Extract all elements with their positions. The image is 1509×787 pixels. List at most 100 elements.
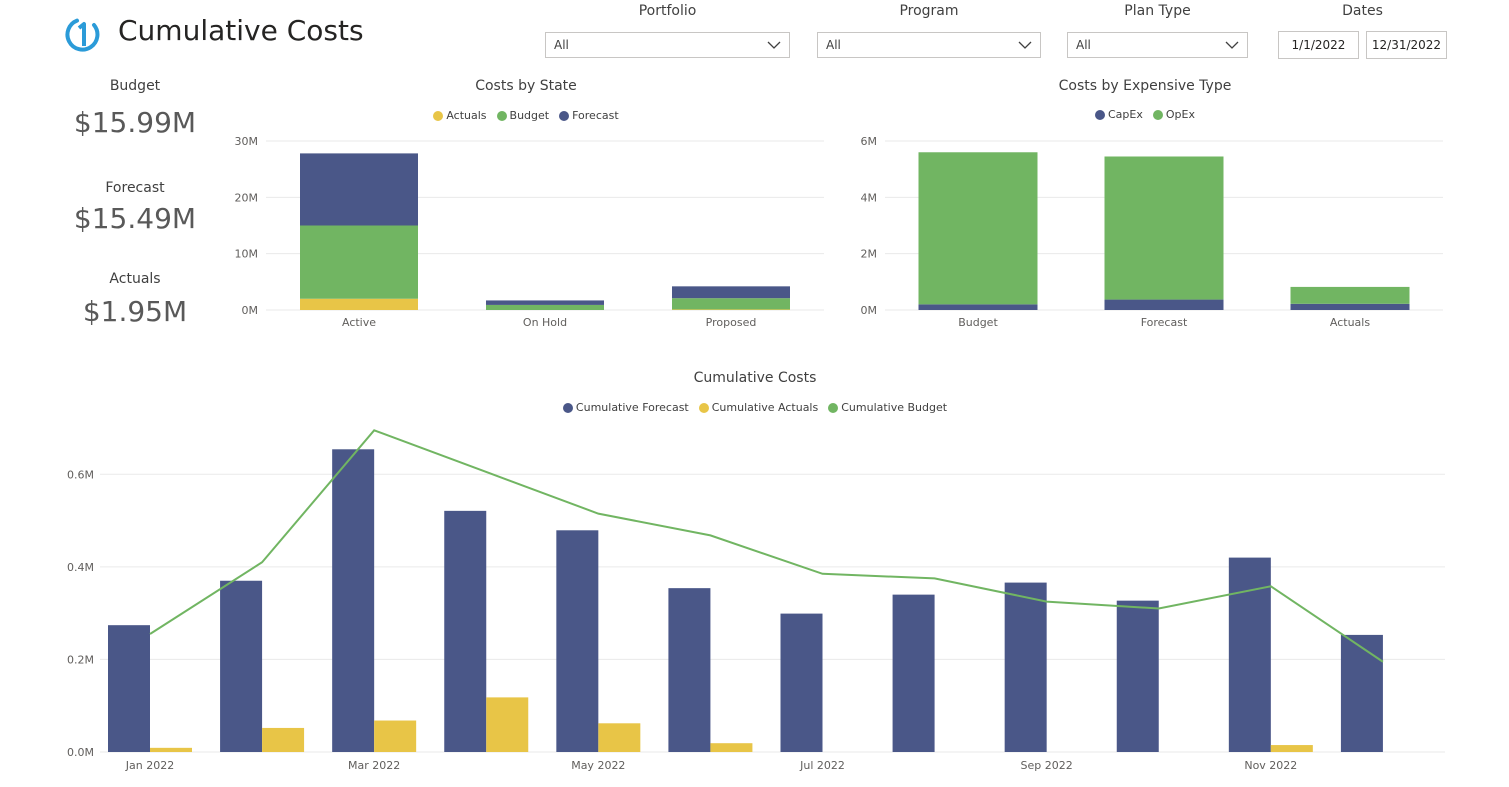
chevron-down-icon (1225, 41, 1239, 49)
plan-type-slicer-label: Plan Type (1124, 3, 1191, 19)
bar-cumulative-forecast[interactable] (444, 510, 487, 752)
legend-item-opex[interactable]: OpEx (1152, 108, 1195, 121)
bar-forecast[interactable] (486, 300, 604, 305)
bar-budget[interactable] (672, 298, 790, 310)
plan-type-dropdown[interactable]: All (1067, 32, 1248, 58)
start-date-input[interactable]: 1/1/2022 (1278, 31, 1359, 59)
y-tick-label: 10M (235, 248, 259, 261)
x-tick-label: Proposed (706, 316, 757, 329)
x-tick-label: May 2022 (571, 759, 625, 772)
x-tick-label: Mar 2022 (348, 759, 400, 772)
cumulative-costs-title: Cumulative Costs (693, 370, 817, 386)
y-tick-label: 2M (861, 248, 878, 261)
legend-label: CapEx (1108, 108, 1143, 121)
bar-cumulative-actuals[interactable] (1270, 745, 1313, 752)
legend-label: Cumulative Budget (841, 401, 948, 414)
bar-cumulative-actuals[interactable] (710, 743, 753, 752)
bar-cumulative-forecast[interactable] (1116, 600, 1159, 752)
actuals-kpi-value: $1.95M (82, 295, 188, 328)
x-tick-label: Jan 2022 (125, 759, 174, 772)
bar-forecast[interactable] (300, 153, 418, 226)
legend-item-forecast[interactable]: Forecast (559, 109, 619, 122)
dates-slicer-label: Dates (1342, 3, 1383, 19)
legend-marker (1095, 109, 1105, 120)
forecast-kpi-value: $15.49M (73, 202, 197, 235)
x-tick-label: Nov 2022 (1244, 759, 1297, 772)
legend-marker (496, 110, 507, 121)
legend-marker (828, 402, 839, 413)
y-tick-label: 0.6M (67, 468, 94, 481)
x-tick-label: Forecast (1141, 316, 1188, 329)
bar-capex[interactable] (918, 304, 1038, 310)
bar-cumulative-actuals[interactable] (598, 723, 641, 752)
x-tick-label: Sep 2022 (1021, 759, 1073, 772)
y-tick-label: 0.2M (67, 653, 94, 666)
program-slicer-label: Program (899, 3, 959, 19)
bar-capex[interactable] (1104, 299, 1224, 310)
bar-opex[interactable] (918, 152, 1038, 305)
x-tick-label: Budget (958, 316, 998, 329)
end-date-input[interactable]: 12/31/2022 (1366, 31, 1447, 59)
bar-cumulative-forecast[interactable] (332, 449, 375, 752)
legend-item-capex[interactable]: CapEx (1095, 108, 1143, 121)
bar-cumulative-forecast[interactable] (892, 594, 935, 752)
budget-kpi-label: Budget (109, 78, 161, 94)
legend-item-budget[interactable]: Budget (496, 109, 550, 122)
cumulative-costs-chart: 0.0M 0.2M 0.4M 0.6M Jan 2022 Mar 2022 May 2022… (67, 429, 1445, 772)
bar-cumulative-actuals[interactable] (486, 697, 529, 752)
y-tick-label: 0.4M (67, 561, 94, 574)
legend-item-actuals[interactable]: Actuals (433, 109, 487, 122)
legend-item-cumulative-forecast[interactable]: Cumulative Forecast (562, 401, 689, 414)
x-tick-label: Jul 2022 (799, 759, 845, 772)
bar-cumulative-actuals[interactable] (262, 727, 305, 752)
bar-budget[interactable] (300, 225, 418, 299)
costs-by-state-title: Costs by State (475, 78, 577, 94)
bar-cumulative-forecast[interactable] (668, 588, 711, 752)
bar-budget[interactable] (486, 304, 604, 310)
legend-label: Budget (509, 109, 550, 122)
page-title: Cumulative Costs (118, 14, 364, 47)
program-dropdown-value: All (826, 38, 841, 52)
bar-opex[interactable] (1104, 156, 1224, 300)
bar-actuals[interactable] (300, 298, 418, 310)
bar-capex[interactable] (1290, 303, 1410, 310)
bar-cumulative-actuals[interactable] (150, 747, 192, 752)
costs-by-expensive-type-legend: CapEx OpEx (845, 108, 1445, 121)
bar-actuals[interactable] (672, 309, 790, 310)
portfolio-dropdown-value: All (554, 38, 569, 52)
portfolio-dropdown[interactable]: All (545, 32, 790, 58)
chevron-down-icon (767, 41, 781, 49)
actuals-kpi-label: Actuals (109, 271, 161, 287)
y-tick-label: 0M (242, 304, 259, 317)
program-dropdown[interactable]: All (817, 32, 1041, 58)
bar-cumulative-forecast[interactable] (220, 580, 263, 752)
bar-cumulative-forecast[interactable] (556, 530, 599, 752)
legend-label: OpEx (1165, 108, 1195, 121)
bar-forecast[interactable] (672, 286, 790, 299)
legend-item-cumulative-actuals[interactable]: Cumulative Actuals (698, 401, 819, 414)
chevron-down-icon (1018, 41, 1032, 49)
costs-by-state-chart: 0M 10M 20M 30M Active On Hold Proposed (235, 135, 824, 329)
forecast-kpi-label: Forecast (105, 180, 165, 196)
legend-label: Actuals (446, 109, 487, 122)
bar-opex[interactable] (1290, 286, 1410, 304)
legend-item-cumulative-budget[interactable]: Cumulative Budget (828, 401, 947, 414)
bar-cumulative-forecast[interactable] (780, 613, 823, 752)
bar-cumulative-forecast[interactable] (108, 625, 150, 752)
legend-label: Forecast (572, 109, 619, 122)
plan-type-dropdown-value: All (1076, 38, 1091, 52)
y-tick-label: 6M (861, 135, 878, 148)
legend-marker (559, 110, 570, 121)
bar-cumulative-actuals[interactable] (374, 720, 417, 752)
app-logo-icon (65, 18, 100, 52)
legend-label: Cumulative Actuals (711, 401, 819, 414)
bar-cumulative-forecast[interactable] (1340, 634, 1383, 752)
y-tick-label: 0.0M (67, 746, 94, 759)
costs-by-expensive-type-title: Costs by Expensive Type (1058, 78, 1232, 94)
line-cumulative-budget[interactable] (149, 429, 1384, 663)
x-tick-label: Actuals (1330, 316, 1370, 329)
budget-kpi-value: $15.99M (73, 106, 197, 139)
costs-by-state-legend: Actuals Budget Forecast (226, 109, 826, 122)
bar-cumulative-forecast[interactable] (1004, 582, 1047, 752)
legend-marker (562, 402, 573, 413)
